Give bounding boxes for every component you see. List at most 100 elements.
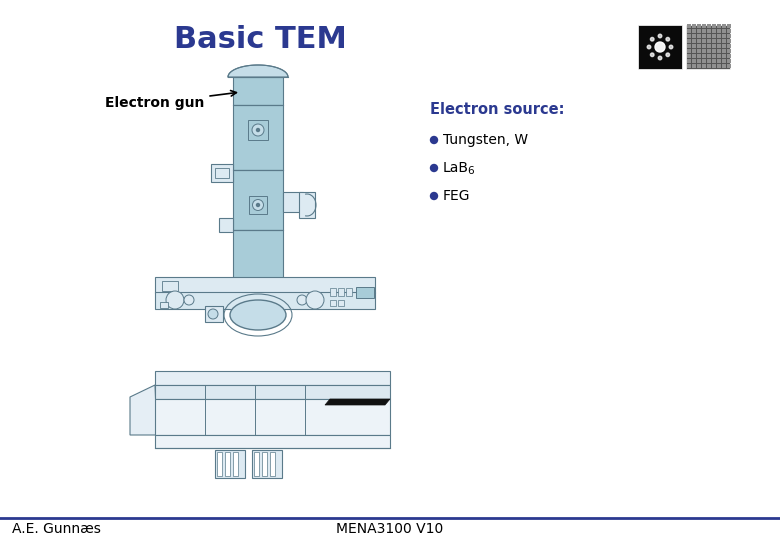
Bar (702, 59, 706, 63)
Bar (697, 49, 701, 53)
Circle shape (252, 124, 264, 136)
Circle shape (431, 192, 438, 199)
Polygon shape (130, 385, 157, 435)
Circle shape (651, 37, 654, 41)
Bar (687, 24, 691, 28)
Text: Tungsten, W: Tungsten, W (443, 133, 528, 147)
Bar (697, 24, 701, 28)
Bar (211, 164, 233, 182)
Circle shape (166, 291, 184, 309)
Bar (712, 24, 716, 28)
Bar (687, 59, 691, 63)
Text: 6: 6 (467, 166, 473, 176)
Bar (697, 59, 701, 63)
Bar (702, 34, 706, 38)
Bar (692, 34, 696, 38)
Bar (249, 196, 267, 214)
Bar (270, 452, 275, 476)
Text: MENA3100 V10: MENA3100 V10 (336, 522, 444, 536)
Circle shape (257, 129, 260, 132)
Bar (717, 64, 721, 68)
Bar (155, 435, 390, 448)
Bar (692, 64, 696, 68)
Circle shape (431, 165, 438, 172)
Polygon shape (325, 399, 390, 405)
Bar (356, 287, 374, 298)
Bar (707, 39, 711, 43)
Bar (346, 288, 352, 296)
Bar (252, 450, 282, 478)
Bar (727, 54, 731, 58)
Bar (697, 54, 701, 58)
Circle shape (184, 295, 194, 305)
Bar (638, 25, 682, 69)
Bar (687, 39, 691, 43)
Bar (722, 29, 726, 33)
Bar (692, 29, 696, 33)
Bar (692, 59, 696, 63)
Bar (707, 64, 711, 68)
Bar (687, 49, 691, 53)
Bar (727, 34, 731, 38)
Circle shape (658, 34, 661, 38)
Bar (712, 29, 716, 33)
Bar (712, 44, 716, 48)
Bar (233, 452, 238, 476)
Bar (702, 44, 706, 48)
Text: Electron source:: Electron source: (430, 103, 565, 118)
Bar (707, 24, 711, 28)
Bar (686, 25, 730, 69)
Bar (160, 302, 168, 308)
Bar (727, 29, 731, 33)
Bar (687, 34, 691, 38)
Circle shape (306, 291, 324, 309)
Bar (254, 452, 259, 476)
Bar (712, 34, 716, 38)
Bar (717, 44, 721, 48)
Bar (707, 34, 711, 38)
Circle shape (651, 53, 654, 57)
Bar (692, 39, 696, 43)
Bar (219, 218, 233, 232)
Bar (155, 399, 390, 435)
Bar (225, 452, 230, 476)
Circle shape (208, 309, 218, 319)
Bar (217, 452, 222, 476)
Circle shape (647, 45, 651, 49)
Bar (702, 49, 706, 53)
Circle shape (666, 37, 669, 41)
Bar (692, 24, 696, 28)
Bar (727, 24, 731, 28)
Bar (727, 44, 731, 48)
Text: Basic TEM: Basic TEM (174, 25, 346, 55)
Bar (155, 371, 390, 385)
Bar (330, 288, 336, 296)
Bar (338, 300, 344, 306)
Bar (707, 49, 711, 53)
Bar (722, 59, 726, 63)
Bar (722, 64, 726, 68)
Bar (717, 54, 721, 58)
Bar (702, 29, 706, 33)
Bar (727, 59, 731, 63)
Bar (687, 29, 691, 33)
Text: Electron gun: Electron gun (105, 91, 236, 110)
Bar (702, 39, 706, 43)
Circle shape (666, 53, 669, 57)
Circle shape (253, 199, 264, 211)
Circle shape (669, 45, 673, 49)
Bar (248, 120, 268, 140)
Bar (722, 39, 726, 43)
Bar (722, 34, 726, 38)
Bar (717, 59, 721, 63)
Bar (215, 168, 229, 178)
Bar (687, 64, 691, 68)
Bar (722, 54, 726, 58)
Bar (205, 306, 223, 322)
Bar (155, 277, 375, 293)
Bar (697, 44, 701, 48)
Bar (692, 49, 696, 53)
Bar (727, 64, 731, 68)
Bar (722, 49, 726, 53)
Text: A.E. Gunnæs: A.E. Gunnæs (12, 522, 101, 536)
